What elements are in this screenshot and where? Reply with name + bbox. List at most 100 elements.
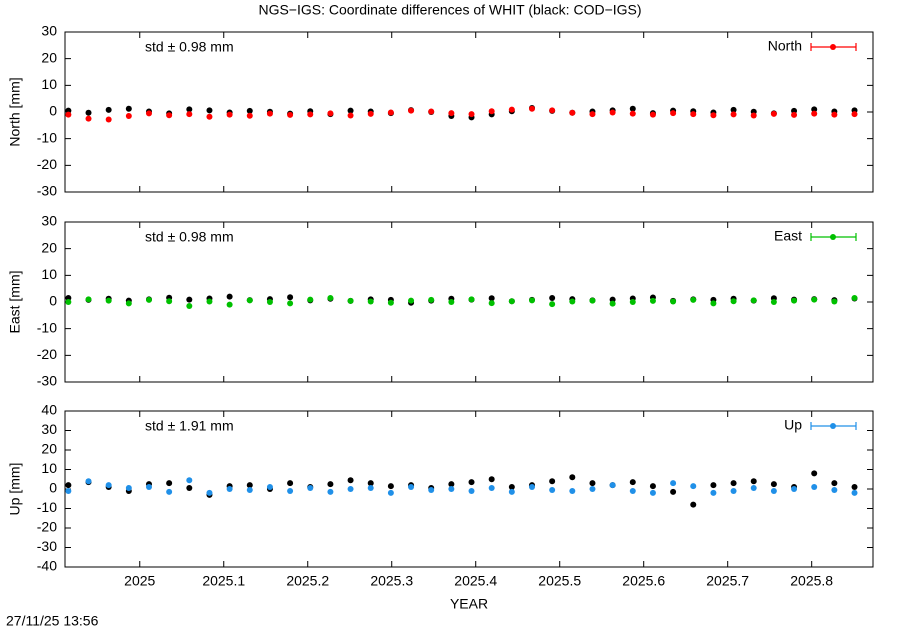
y-tick-label: -10	[37, 499, 57, 515]
data-point	[508, 484, 515, 491]
data-point	[327, 110, 334, 117]
data-point	[589, 480, 596, 487]
data-point	[105, 106, 112, 113]
data-point	[851, 489, 858, 496]
data-point	[730, 487, 737, 494]
data-point	[750, 297, 757, 304]
data-point	[226, 486, 233, 492]
y-tick-label: -10	[37, 129, 57, 145]
data-point	[690, 296, 697, 303]
data-point	[327, 488, 334, 495]
data-point	[367, 298, 374, 305]
legend-marker	[830, 423, 836, 429]
data-point	[85, 109, 92, 116]
std-annotation: std ± 0.98 mm	[145, 229, 234, 245]
data-point	[710, 482, 717, 489]
std-annotation: std ± 1.91 mm	[145, 418, 234, 434]
y-axis-label: East [mm]	[7, 270, 23, 333]
chart-title: NGS−IGS: Coordinate differences of WHIT …	[258, 2, 641, 18]
y-tick-label: 20	[41, 239, 57, 255]
y-tick-label: -40	[37, 558, 57, 574]
data-point	[569, 298, 576, 305]
data-point	[186, 296, 193, 303]
y-tick-label: 10	[41, 76, 57, 92]
y-tick-label: -20	[37, 156, 57, 172]
data-point	[770, 487, 777, 494]
y-tick-label: 0	[49, 103, 57, 119]
data-point	[65, 487, 72, 494]
data-point	[186, 106, 193, 113]
data-point	[488, 295, 495, 302]
data-point	[448, 486, 455, 492]
data-point	[387, 299, 394, 306]
legend-label: Up	[784, 417, 802, 433]
data-point	[125, 485, 132, 492]
y-tick-label: -10	[37, 319, 57, 335]
data-point	[649, 489, 656, 496]
data-point	[65, 111, 72, 118]
data-point	[347, 486, 354, 492]
data-point	[488, 108, 495, 115]
data-point	[246, 297, 253, 304]
y-axis-label: Up [mm]	[7, 463, 23, 516]
data-point	[468, 479, 475, 486]
data-point	[649, 483, 656, 490]
data-point	[508, 298, 515, 305]
data-point	[327, 295, 334, 301]
data-point	[226, 301, 233, 308]
y-tick-label: -30	[37, 538, 57, 554]
data-point	[186, 303, 193, 309]
y-tick-label: 20	[41, 49, 57, 65]
data-point	[508, 488, 515, 495]
data-point	[266, 110, 273, 117]
x-tick-label: 2025.7	[706, 573, 749, 589]
data-point	[206, 107, 213, 114]
data-point	[528, 105, 535, 112]
data-point	[811, 484, 818, 491]
data-point	[125, 105, 132, 112]
y-tick-label: 10	[41, 460, 57, 476]
data-point	[488, 300, 495, 307]
data-point	[851, 484, 858, 491]
y-tick-label: 30	[41, 213, 57, 229]
data-point	[448, 110, 455, 117]
data-point	[327, 481, 334, 488]
data-point	[549, 478, 556, 485]
data-point	[206, 489, 213, 496]
data-point	[791, 297, 798, 304]
y-tick-label: 10	[41, 266, 57, 282]
data-point	[649, 111, 656, 118]
data-point	[65, 482, 72, 489]
data-point	[266, 299, 273, 305]
y-tick-label: -30	[37, 373, 57, 389]
data-point	[468, 296, 475, 303]
data-point	[246, 107, 253, 114]
data-point	[448, 481, 455, 488]
data-point	[811, 110, 818, 117]
data-point	[730, 106, 737, 113]
data-point	[145, 484, 152, 491]
data-point	[710, 300, 717, 307]
data-point	[65, 299, 72, 305]
data-point	[166, 112, 173, 119]
data-point	[266, 484, 273, 491]
legend-label: North	[768, 38, 802, 54]
data-point	[670, 480, 677, 487]
data-point	[851, 111, 858, 118]
x-tick-label: 2025	[124, 573, 155, 589]
data-point	[428, 108, 435, 115]
data-point	[549, 301, 556, 308]
data-point	[508, 106, 515, 113]
y-tick-label: 20	[41, 441, 57, 457]
data-point	[770, 481, 777, 488]
data-point	[246, 482, 253, 489]
data-point	[690, 501, 697, 508]
y-tick-label: 0	[49, 293, 57, 309]
legend-marker	[830, 234, 836, 240]
data-point	[791, 111, 798, 118]
y-tick-label: 40	[41, 402, 57, 418]
data-point	[367, 110, 374, 117]
data-point	[629, 487, 636, 494]
data-point	[105, 116, 112, 123]
